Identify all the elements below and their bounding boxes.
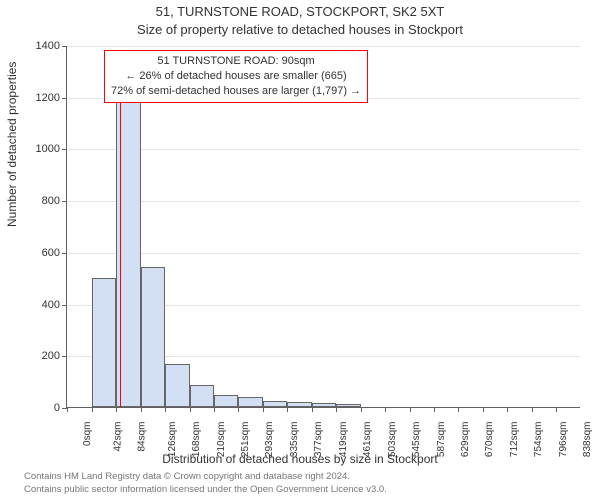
x-tick [385, 407, 386, 412]
footer-line: Contains HM Land Registry data © Crown c… [24, 471, 387, 483]
y-tick-label: 800 [6, 195, 60, 207]
annotation-line: ← 26% of detached houses are smaller (66… [111, 69, 361, 84]
x-tick [238, 407, 239, 412]
x-tick [190, 407, 191, 412]
histogram-bar [336, 404, 361, 407]
x-tick [458, 407, 459, 412]
histogram-bar [165, 364, 190, 407]
y-tick-label: 600 [6, 247, 60, 259]
y-tick [62, 253, 67, 254]
x-tick [532, 407, 533, 412]
chart-title-main: 51, TURNSTONE ROAD, STOCKPORT, SK2 5XT [0, 4, 600, 19]
x-tick-label: 84sqm [137, 422, 148, 452]
gridline [67, 253, 580, 254]
y-tick [62, 46, 67, 47]
y-tick-label: 1200 [6, 92, 60, 104]
histogram-bar [287, 402, 312, 407]
gridline [67, 201, 580, 202]
y-tick-label: 1400 [6, 40, 60, 52]
gridline [67, 149, 580, 150]
x-tick [116, 407, 117, 412]
x-tick [434, 407, 435, 412]
x-tick-label: 42sqm [112, 422, 123, 452]
x-axis-title: Distribution of detached houses by size … [0, 452, 600, 466]
x-tick [312, 407, 313, 412]
x-tick [263, 407, 264, 412]
annotation-line: 51 TURNSTONE ROAD: 90sqm [111, 54, 361, 69]
x-tick [141, 407, 142, 412]
x-tick [67, 407, 68, 412]
histogram-bar [263, 401, 288, 407]
histogram-bar [312, 403, 337, 407]
y-tick [62, 305, 67, 306]
y-tick [62, 149, 67, 150]
x-tick [507, 407, 508, 412]
y-tick-label: 200 [6, 350, 60, 362]
reference-line [120, 81, 121, 407]
x-tick [287, 407, 288, 412]
y-tick-label: 0 [6, 402, 60, 414]
histogram-bar [92, 278, 117, 407]
x-tick [483, 407, 484, 412]
x-tick [214, 407, 215, 412]
annotation-line: 72% of semi-detached houses are larger (… [111, 84, 361, 99]
gridline [67, 46, 580, 47]
annotation-box: 51 TURNSTONE ROAD: 90sqm ← 26% of detach… [104, 50, 368, 103]
chart-container: 51, TURNSTONE ROAD, STOCKPORT, SK2 5XT S… [0, 0, 600, 500]
histogram-bar [190, 385, 215, 407]
y-tick [62, 201, 67, 202]
x-tick [361, 407, 362, 412]
y-tick-label: 400 [6, 299, 60, 311]
histogram-bar [238, 397, 263, 407]
footer-attribution: Contains HM Land Registry data © Crown c… [24, 471, 387, 496]
x-tick [165, 407, 166, 412]
footer-line: Contains public sector information licen… [24, 484, 387, 496]
x-tick-label: 0sqm [82, 422, 93, 446]
y-tick [62, 98, 67, 99]
chart-title-sub: Size of property relative to detached ho… [0, 22, 600, 37]
x-tick [92, 407, 93, 412]
y-tick [62, 356, 67, 357]
x-tick [336, 407, 337, 412]
histogram-bar [214, 395, 239, 407]
x-tick [410, 407, 411, 412]
y-tick-label: 1000 [6, 143, 60, 155]
x-tick [556, 407, 557, 412]
histogram-bar [141, 267, 166, 407]
